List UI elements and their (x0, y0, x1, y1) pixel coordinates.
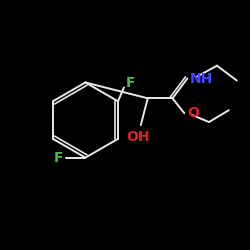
Text: OH: OH (126, 130, 150, 144)
Text: O: O (187, 106, 199, 120)
Text: NH: NH (189, 72, 212, 86)
Text: F: F (54, 151, 64, 165)
Text: F: F (126, 76, 136, 90)
